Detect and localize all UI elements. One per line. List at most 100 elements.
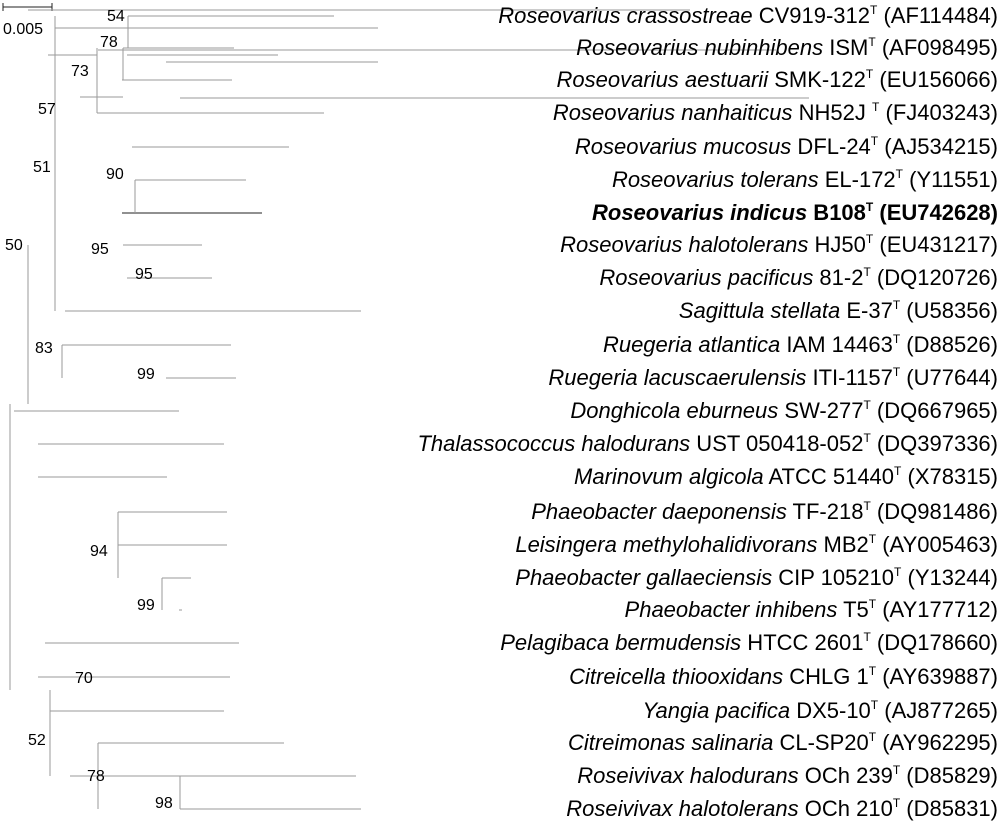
bootstrap-value: 99	[137, 366, 155, 383]
species-name: Phaeobacter inhibens	[624, 597, 838, 622]
accession-number: (DQ120726)	[870, 265, 998, 290]
accession-number: (AF114484)	[877, 3, 998, 28]
accession-number: (EU156066)	[873, 67, 998, 92]
type-strain-mark: T	[872, 100, 880, 114]
taxon-label: Thalassococcus halodurans UST 050418-052…	[417, 431, 998, 457]
bootstrap-value: 51	[33, 159, 51, 176]
species-name: Yangia pacifica	[642, 698, 791, 723]
bootstrap-value: 78	[100, 34, 118, 51]
type-strain-mark: T	[870, 698, 879, 712]
bootstrap-value: 70	[75, 670, 93, 687]
taxon-label: Ruegeria atlantica IAM 14463T (D88526)	[603, 332, 998, 358]
type-strain-mark: T	[894, 565, 902, 579]
type-strain-mark: T	[892, 298, 901, 312]
species-name: Leisingera methylohalidivorans	[515, 532, 818, 557]
accession-number: (AY962295)	[876, 730, 998, 755]
type-strain-mark: T	[892, 796, 901, 810]
bootstrap-value: 52	[28, 732, 46, 749]
type-strain-mark: T	[868, 597, 877, 611]
type-strain-mark: T	[868, 532, 877, 546]
type-strain-mark: T	[863, 499, 871, 513]
type-strain-mark: T	[894, 464, 902, 478]
taxon-label: Roseivivax halotolerans OCh 210T (D85831…	[566, 796, 998, 822]
bootstrap-value: 73	[71, 63, 89, 80]
strain-designation: CV919-312	[752, 3, 870, 28]
bootstrap-value: 57	[38, 101, 56, 118]
strain-designation: DX5-10	[790, 698, 871, 723]
type-strain-mark: T	[870, 134, 879, 148]
type-strain-mark: T	[863, 265, 871, 279]
strain-designation: TF-218	[786, 499, 864, 524]
type-strain-mark: T	[865, 67, 874, 81]
accession-number: (AY005463)	[876, 532, 998, 557]
taxon-label: Roseovarius tolerans EL-172T (Y11551)	[612, 167, 998, 193]
species-name: Roseovarius indicus	[592, 200, 808, 225]
strain-designation: B108	[807, 200, 866, 225]
species-name: Marinovum algicola	[574, 464, 764, 489]
bootstrap-value: 90	[106, 166, 124, 183]
species-name: Roseovarius halotolerans	[560, 232, 809, 257]
bootstrap-value: 95	[135, 266, 153, 283]
bootstrap-value: 78	[87, 768, 105, 785]
taxon-label: Marinovum algicola ATCC 51440T (X78315)	[574, 464, 998, 490]
taxon-label: Leisingera methylohalidivorans MB2T (AY0…	[515, 532, 998, 558]
accession-number: (AJ877265)	[878, 698, 998, 723]
bootstrap-value: 94	[90, 543, 108, 560]
bootstrap-value: 95	[91, 241, 109, 258]
species-name: Citreimonas salinaria	[567, 730, 774, 755]
species-name: Roseovarius pacificus	[599, 265, 814, 290]
strain-designation: OCh 210	[798, 796, 893, 821]
species-name: Roseivivax halodurans	[577, 763, 799, 788]
type-strain-mark: T	[892, 365, 901, 379]
accession-number: (D85831)	[900, 796, 998, 821]
type-strain-mark: T	[863, 398, 871, 412]
type-strain-mark: T	[865, 200, 874, 214]
type-strain-mark: T	[892, 763, 901, 777]
species-name: Phaeobacter gallaeciensis	[515, 565, 773, 590]
taxon-label: Roseovarius pacificus 81-2T (DQ120726)	[599, 265, 998, 291]
taxon-label: Donghicola eburneus SW-277T (DQ667965)	[570, 398, 998, 424]
type-strain-mark: T	[868, 664, 877, 678]
taxon-label: Citreicella thiooxidans CHLG 1T (AY63988…	[569, 664, 998, 690]
strain-designation: CL-SP20	[773, 730, 869, 755]
species-name: Roseovarius mucosus	[574, 134, 792, 159]
strain-designation: OCh 239	[798, 763, 893, 788]
accession-number: (AY639887)	[876, 664, 998, 689]
type-strain-mark: T	[868, 35, 876, 49]
taxon-label: Roseovarius mucosus DFL-24T (AJ534215)	[575, 134, 998, 160]
accession-number: (AJ534215)	[878, 134, 998, 159]
species-name: Roseovarius aestuarii	[556, 67, 769, 92]
type-strain-mark: T	[863, 630, 871, 644]
species-name: Roseovarius nanhaiticus	[552, 100, 793, 125]
taxon-label: Phaeobacter gallaeciensis CIP 105210T (Y…	[515, 565, 998, 591]
species-name: Donghicola eburneus	[570, 398, 779, 423]
species-name: Thalassococcus halodurans	[417, 431, 691, 456]
taxon-label: Sagittula stellata E-37T (U58356)	[679, 298, 998, 324]
taxon-label: Ruegeria lacuscaerulensis ITI-1157T (U77…	[548, 365, 998, 391]
accession-number: (AF098495)	[875, 35, 998, 60]
accession-number: (DQ178660)	[870, 630, 998, 655]
strain-designation: CIP 105210	[772, 565, 895, 590]
accession-number: (EU431217)	[873, 232, 998, 257]
taxon-label: Roseivivax halodurans OCh 239T (D85829)	[577, 763, 998, 789]
taxon-label: Citreimonas salinaria CL-SP20T (AY962295…	[568, 730, 998, 756]
strain-designation: T5	[837, 597, 869, 622]
type-strain-mark: T	[863, 431, 871, 445]
strain-designation: SW-277	[778, 398, 864, 423]
strain-designation: ATCC 51440	[763, 464, 895, 489]
species-name: Sagittula stellata	[678, 298, 841, 323]
strain-designation: 81-2	[813, 265, 864, 290]
species-name: Roseovarius tolerans	[611, 167, 819, 192]
bootstrap-value: 99	[137, 597, 155, 614]
strain-designation: E-37	[840, 298, 893, 323]
strain-designation: EL-172	[818, 167, 896, 192]
strain-designation: HJ50	[808, 232, 866, 257]
strain-designation: SMK-122	[768, 67, 866, 92]
accession-number: (DQ667965)	[870, 398, 998, 423]
strain-designation: CHLG 1	[783, 664, 869, 689]
accession-number: (D88526)	[900, 332, 998, 357]
bootstrap-value: 98	[155, 795, 173, 812]
strain-designation: HTCC 2601	[741, 630, 864, 655]
